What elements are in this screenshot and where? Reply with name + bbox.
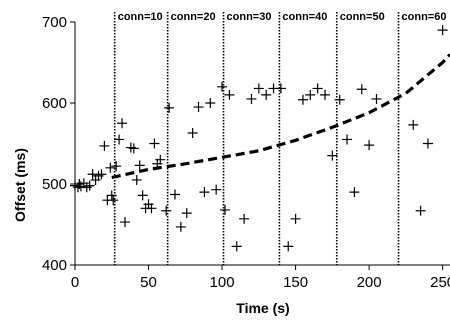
data-point	[261, 89, 272, 100]
x-tick-label: 0	[71, 274, 79, 291]
data-point	[108, 195, 119, 206]
trend-line	[111, 53, 450, 180]
data-point	[297, 94, 308, 105]
data-point	[422, 138, 433, 149]
data-point	[149, 138, 160, 149]
data-point	[364, 140, 375, 151]
data-point	[105, 162, 116, 173]
data-point	[131, 174, 142, 185]
data-point	[164, 102, 175, 113]
y-tick-label: 600	[42, 95, 67, 112]
x-tick-label: 100	[210, 274, 235, 291]
data-point	[84, 180, 95, 191]
data-point	[224, 89, 235, 100]
data-point	[99, 140, 110, 151]
plot-area: 400 500 600 700 0 50 100 150 200 250 conn=10 conn=2…	[42, 11, 450, 291]
data-point	[114, 134, 125, 145]
data-point	[371, 93, 382, 104]
x-tick-label: 200	[357, 274, 382, 291]
data-point	[253, 83, 264, 94]
data-point	[193, 102, 204, 113]
data-point	[327, 150, 338, 161]
data-point	[220, 204, 230, 215]
data-point	[312, 83, 323, 94]
y-tick-label: 700	[42, 14, 67, 31]
data-point	[146, 203, 157, 214]
data-point	[111, 161, 122, 172]
data-point	[211, 184, 222, 195]
data-point	[275, 83, 286, 94]
conn-marker-label: conn=50	[340, 11, 385, 23]
conn-marker-label: conn=30	[227, 11, 272, 23]
data-point	[246, 93, 257, 104]
data-point	[74, 179, 85, 189]
x-tick-label: 250	[430, 274, 450, 291]
data-point	[290, 213, 301, 224]
data-point	[96, 169, 107, 180]
data-point	[106, 190, 117, 201]
data-point	[170, 189, 180, 200]
y-tick-label: 400	[42, 257, 67, 274]
data-point	[415, 205, 426, 216]
data-point	[334, 94, 345, 105]
conn-marker-label: conn=10	[118, 11, 163, 23]
data-point	[181, 208, 192, 219]
y-axis-title: Offset (ms)	[12, 148, 28, 222]
data-point	[120, 217, 130, 228]
x-tick-label: 50	[140, 274, 157, 291]
conn-marker-label: conn=40	[282, 11, 327, 23]
data-point	[342, 134, 353, 145]
data-point	[128, 143, 139, 154]
y-tick-label: 500	[42, 176, 67, 193]
data-point	[437, 25, 448, 36]
conn-marker-label: conn=60	[402, 11, 447, 23]
data-point	[217, 81, 228, 92]
data-point	[305, 89, 316, 100]
x-axis-title: Time (s)	[236, 300, 289, 316]
data-point	[87, 169, 98, 180]
data-point	[205, 98, 216, 108]
data-point	[155, 154, 166, 165]
conn-marker-label: conn=20	[171, 11, 216, 23]
data-point	[199, 187, 210, 198]
data-point	[231, 241, 242, 252]
data-point	[161, 205, 172, 216]
data-point	[356, 84, 367, 95]
data-point	[349, 187, 360, 198]
data-point	[239, 213, 250, 224]
data-point	[320, 89, 330, 100]
x-tick-label: 150	[283, 274, 308, 291]
data-point	[175, 221, 186, 232]
data-point	[117, 118, 128, 129]
data-point	[283, 241, 294, 252]
data-point	[408, 119, 419, 130]
data-point	[137, 190, 148, 201]
data-point	[187, 127, 198, 138]
data-point	[134, 160, 145, 171]
